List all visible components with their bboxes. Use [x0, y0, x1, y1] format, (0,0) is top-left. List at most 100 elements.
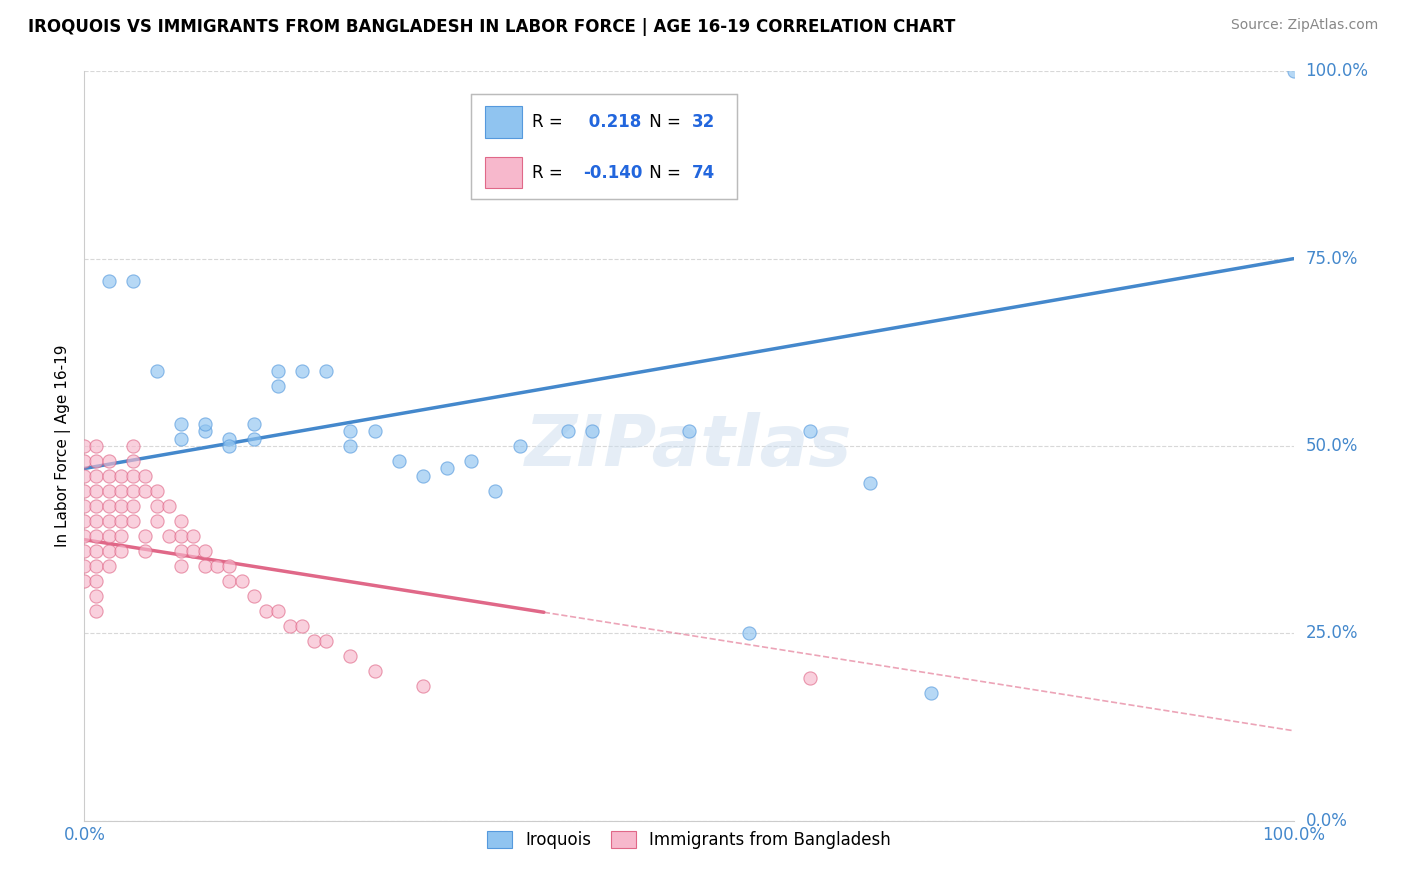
Point	[73, 544, 96, 558]
Point	[170, 432, 193, 446]
Point	[86, 514, 108, 528]
Point	[267, 379, 290, 393]
Point	[97, 499, 120, 513]
Point	[218, 432, 240, 446]
Point	[146, 499, 169, 513]
Point	[799, 424, 821, 438]
Point	[363, 424, 385, 438]
Point	[738, 626, 761, 640]
Point	[86, 469, 108, 483]
Point	[339, 424, 361, 438]
Point	[557, 424, 579, 438]
Point	[315, 364, 337, 378]
Point	[170, 417, 193, 431]
Point	[134, 469, 156, 483]
Point	[170, 558, 193, 573]
Point	[146, 364, 169, 378]
Point	[412, 469, 434, 483]
Text: 25.0%: 25.0%	[1306, 624, 1358, 642]
Point	[110, 544, 132, 558]
Point	[97, 454, 120, 468]
Point	[73, 558, 96, 573]
Point	[194, 558, 217, 573]
Point	[86, 529, 108, 543]
Text: 100.0%: 100.0%	[1306, 62, 1368, 80]
Point	[134, 483, 156, 498]
Point	[339, 439, 361, 453]
Point	[920, 686, 942, 700]
Point	[121, 483, 143, 498]
Point	[242, 432, 264, 446]
Text: 0.0%: 0.0%	[1306, 812, 1347, 830]
Text: IROQUOIS VS IMMIGRANTS FROM BANGLADESH IN LABOR FORCE | AGE 16-19 CORRELATION CH: IROQUOIS VS IMMIGRANTS FROM BANGLADESH I…	[28, 18, 956, 36]
Point	[86, 499, 108, 513]
Point	[73, 529, 96, 543]
Point	[157, 529, 180, 543]
Point	[278, 619, 301, 633]
Point	[859, 476, 882, 491]
Point	[231, 574, 253, 588]
Point	[207, 558, 229, 573]
Point	[97, 544, 120, 558]
Point	[86, 558, 108, 573]
Point	[134, 529, 156, 543]
Point	[73, 454, 96, 468]
Point	[181, 544, 204, 558]
Point	[302, 633, 325, 648]
Point	[86, 604, 108, 618]
Point	[242, 417, 264, 431]
Text: 75.0%: 75.0%	[1306, 250, 1358, 268]
Point	[134, 544, 156, 558]
Point	[121, 514, 143, 528]
Point	[218, 439, 240, 453]
Point	[121, 469, 143, 483]
Point	[412, 679, 434, 693]
Point	[242, 589, 264, 603]
Point	[194, 417, 217, 431]
Point	[218, 558, 240, 573]
Point	[97, 483, 120, 498]
Point	[170, 544, 193, 558]
Point	[97, 514, 120, 528]
Point	[181, 529, 204, 543]
Point	[110, 499, 132, 513]
Point	[110, 529, 132, 543]
Point	[267, 604, 290, 618]
Point	[509, 439, 531, 453]
Point	[86, 574, 108, 588]
Point	[388, 454, 411, 468]
Point	[86, 589, 108, 603]
Point	[97, 558, 120, 573]
Point	[363, 664, 385, 678]
Point	[110, 483, 132, 498]
Point	[86, 544, 108, 558]
Point	[581, 424, 603, 438]
Point	[73, 439, 96, 453]
Point	[73, 514, 96, 528]
Point	[86, 483, 108, 498]
Point	[484, 483, 506, 498]
Point	[121, 274, 143, 288]
Point	[194, 544, 217, 558]
Point	[86, 439, 108, 453]
Point	[73, 574, 96, 588]
Legend: Iroquois, Immigrants from Bangladesh: Iroquois, Immigrants from Bangladesh	[478, 822, 900, 857]
Point	[86, 454, 108, 468]
Y-axis label: In Labor Force | Age 16-19: In Labor Force | Age 16-19	[55, 344, 72, 548]
Point	[73, 499, 96, 513]
Point	[146, 514, 169, 528]
Point	[339, 648, 361, 663]
Point	[110, 469, 132, 483]
Point	[291, 364, 314, 378]
Point	[157, 499, 180, 513]
Point	[436, 461, 458, 475]
Point	[291, 619, 314, 633]
Point	[121, 439, 143, 453]
Point	[97, 469, 120, 483]
Point	[194, 424, 217, 438]
Point	[121, 499, 143, 513]
Point	[254, 604, 277, 618]
Point	[121, 454, 143, 468]
Point	[315, 633, 337, 648]
Point	[97, 274, 120, 288]
